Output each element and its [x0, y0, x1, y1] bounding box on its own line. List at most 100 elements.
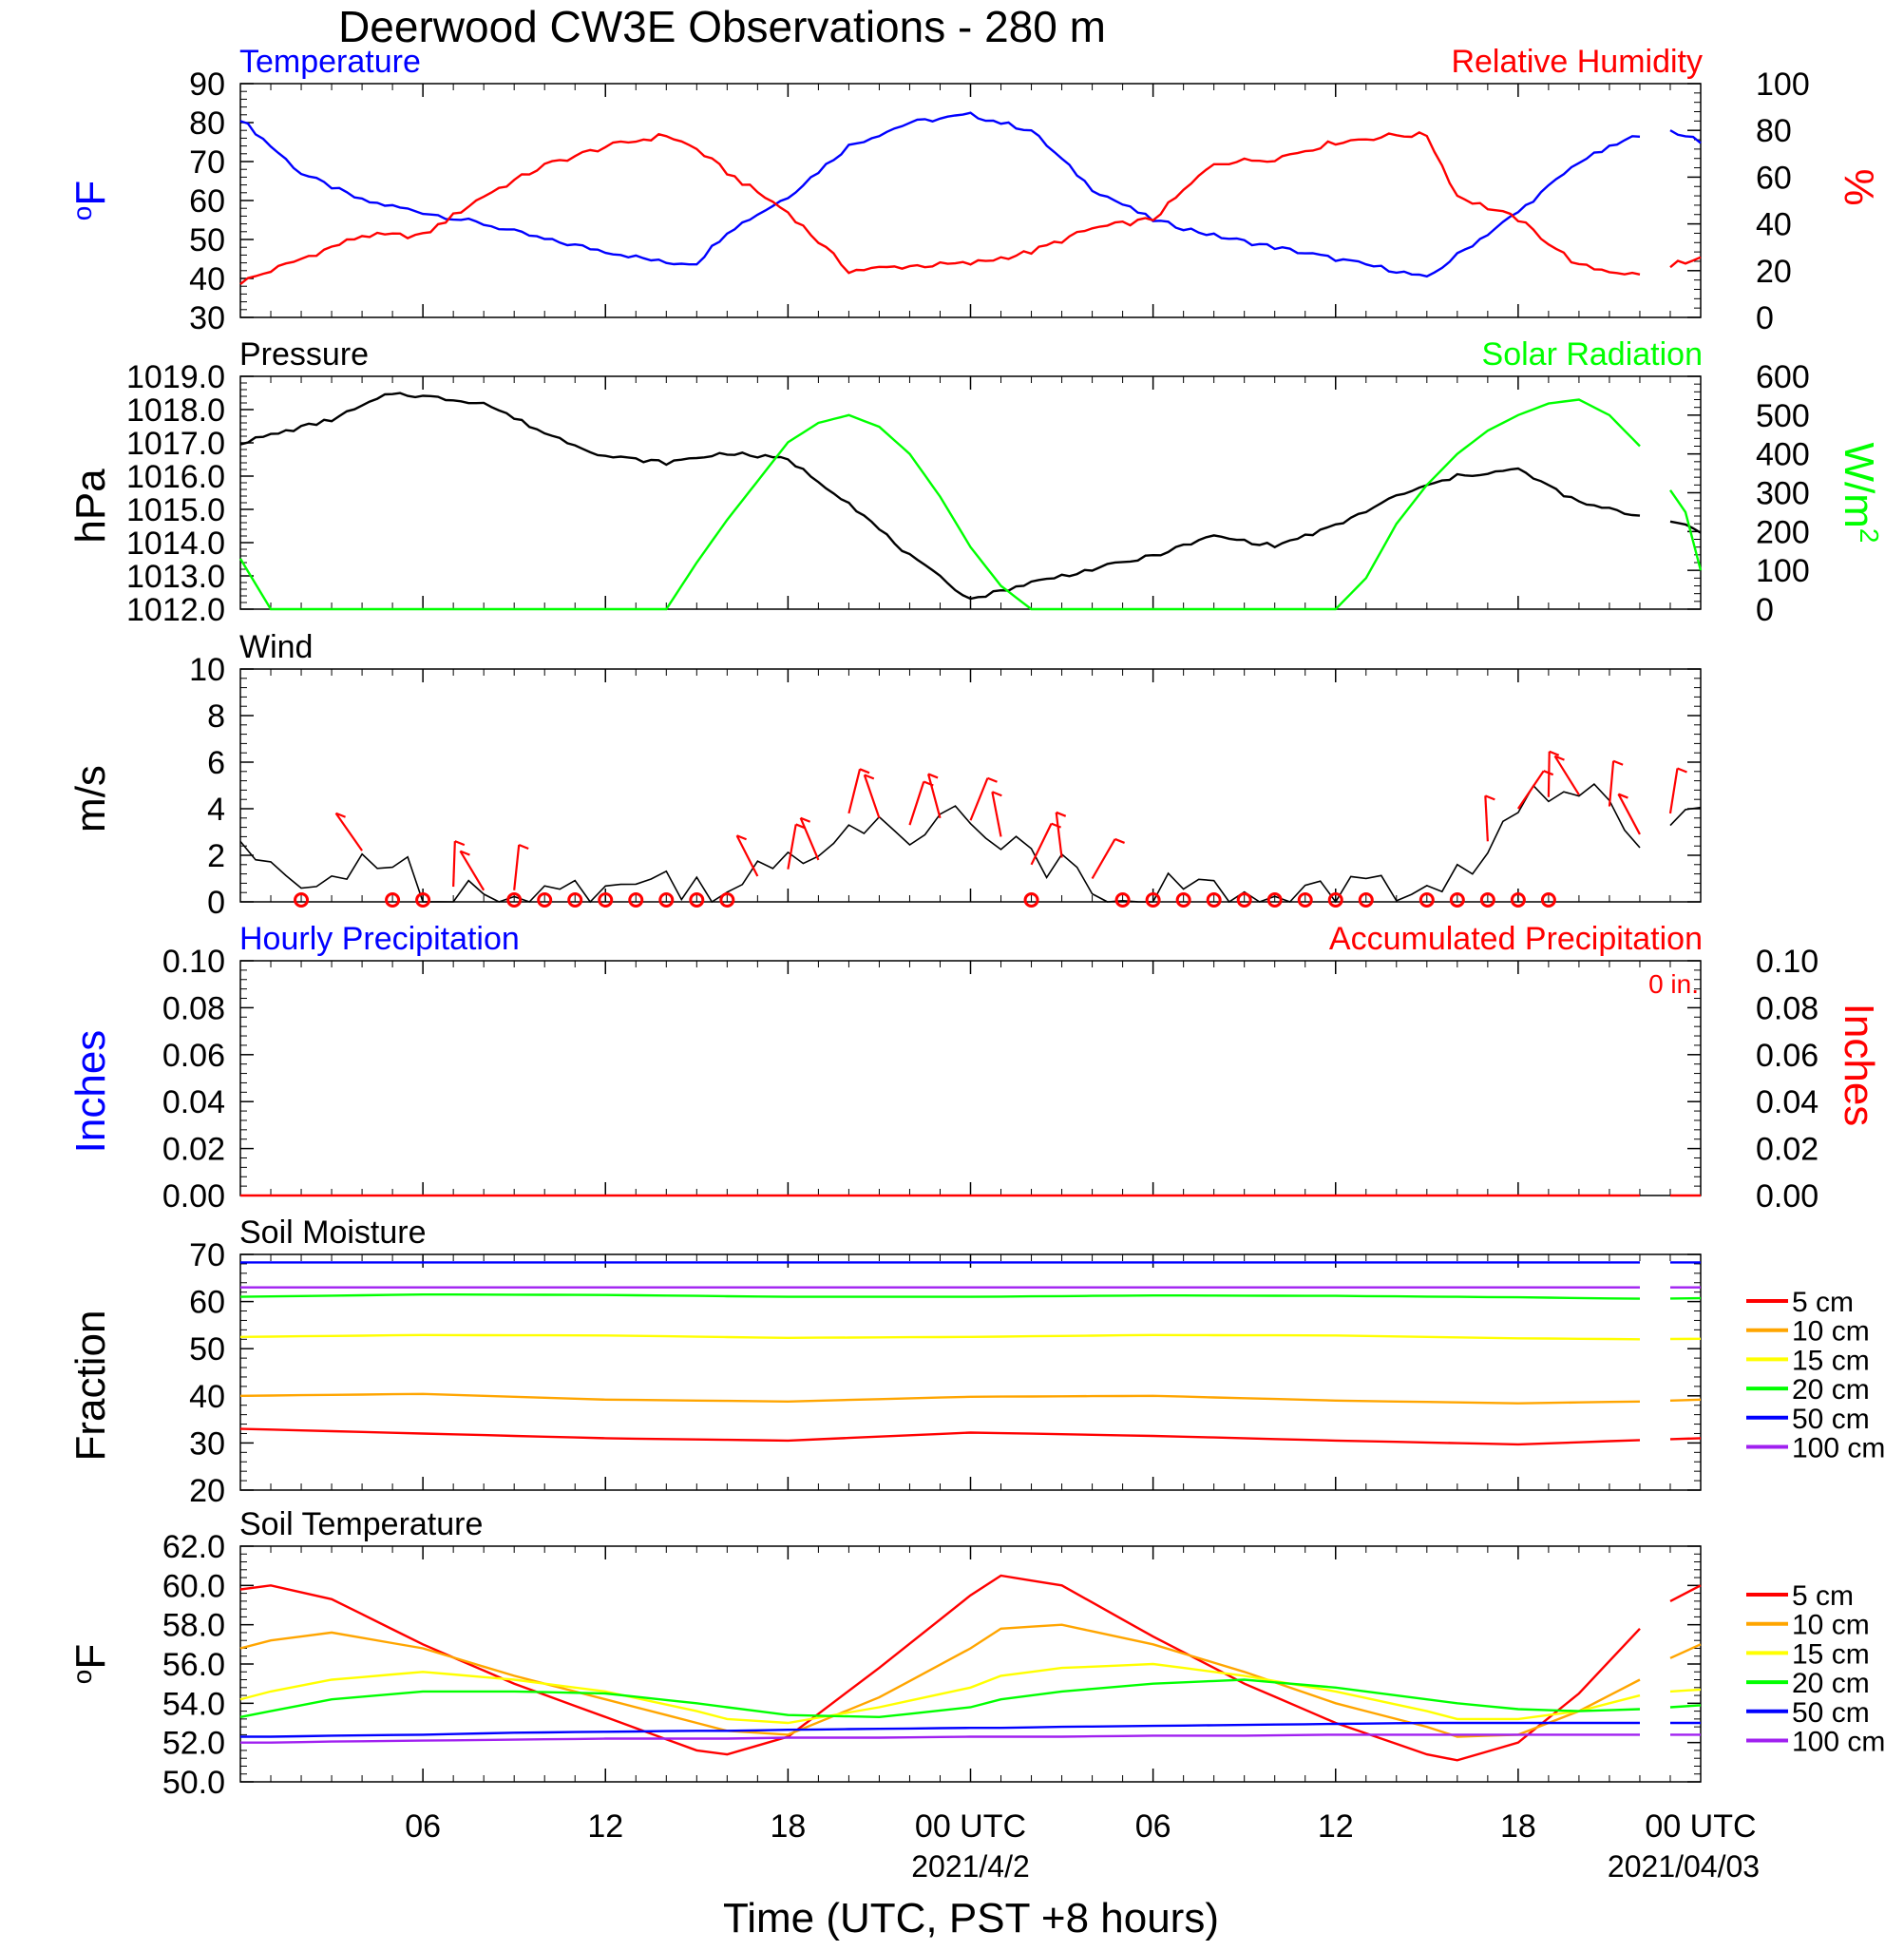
panel-pressure_solar: 1019.01018.01017.01016.01015.01014.01013… [67, 336, 1884, 628]
series-line-solar [238, 398, 1641, 611]
calm-wind-marker [1510, 892, 1526, 908]
series-line-d100 [240, 1733, 1640, 1744]
calm-wind-marker [628, 892, 644, 908]
calm-wind-marker [1175, 892, 1191, 908]
legend-label: 20 cm [1792, 1374, 1870, 1406]
right-tick-label: 0.02 [1756, 1132, 1818, 1168]
wind-barb [926, 774, 942, 819]
right-tick-label: 0 [1756, 300, 1774, 336]
left-tick-label: 1015.0 [126, 492, 225, 528]
panel-right-title: Accumulated Precipitation [1329, 921, 1703, 957]
wind-barb [1553, 756, 1580, 795]
wind-barb [335, 812, 346, 818]
figure-title: Deerwood CW3E Observations - 280 m [338, 2, 1106, 51]
left-tick-label: 6 [207, 745, 225, 781]
series-line-d20 [239, 1678, 1641, 1719]
right-axis-label: % [1836, 168, 1882, 205]
wind-barb [908, 781, 925, 826]
legend-label: 10 cm [1792, 1316, 1870, 1348]
accumulated-total: 0 in. [1648, 969, 1699, 999]
right-tick-label: 500 [1756, 398, 1810, 434]
x-tick-label: 06 [1135, 1808, 1171, 1845]
x-tick-label: 18 [770, 1808, 806, 1845]
left-tick-label: 62.0 [162, 1529, 225, 1565]
wind-barb [991, 792, 1002, 837]
left-tick-label: 1012.0 [126, 592, 225, 628]
wind-barb [1114, 837, 1125, 844]
wind-barb [1549, 750, 1560, 756]
wind-barb [1612, 759, 1624, 766]
left-tick-label: 1019.0 [126, 359, 225, 395]
wind-barb [459, 851, 486, 891]
left-tick-label: 50 [189, 1331, 225, 1368]
left-tick-label: 30 [189, 1425, 225, 1462]
x-tick-label: 00 UTC [1645, 1808, 1756, 1845]
x-tick-label: 18 [1500, 1808, 1536, 1845]
left-axis-label: Fraction [67, 1310, 114, 1462]
right-axis-label: W/m2 [1836, 443, 1884, 544]
wind-barb [736, 834, 747, 841]
left-axis-label: m/s [67, 765, 114, 832]
wind-barb [1677, 767, 1687, 774]
left-tick-label: 0.10 [162, 944, 225, 980]
wind-barb [735, 834, 759, 877]
series-line-d15 [239, 1333, 1641, 1341]
panel-soil_moisture: 70 60 50 40 30 20 Soil Moisture Fraction 5 cm10 … [67, 1215, 1885, 1509]
series-line-pressure [239, 392, 1641, 601]
wind-barb [1484, 795, 1489, 842]
wind-barb [1091, 838, 1116, 880]
series-line-d50 [240, 1721, 1640, 1738]
wind-barb [1618, 793, 1628, 799]
calm-wind-marker [385, 892, 401, 908]
panel-left-title: Pressure [239, 336, 369, 373]
calm-wind-marker [506, 892, 523, 908]
series-line-d5 [239, 1574, 1641, 1762]
right-axis-label: Inches [1836, 1004, 1882, 1127]
right-tick-label: 40 [1756, 207, 1792, 243]
wind-barb [927, 773, 939, 779]
left-tick-label: 40 [189, 261, 225, 297]
calm-wind-marker [1236, 892, 1252, 908]
series-line-d5 [239, 1427, 1641, 1446]
x-tick-label: 06 [405, 1808, 441, 1845]
wind-barb [863, 775, 881, 819]
left-tick-label: 80 [189, 105, 225, 142]
wind-barb [1554, 755, 1565, 761]
calm-wind-marker [1327, 892, 1343, 908]
calm-wind-marker [689, 892, 705, 908]
legend-label: 100 cm [1792, 1433, 1885, 1464]
calm-wind-marker [1479, 892, 1495, 908]
left-tick-label: 20 [189, 1473, 225, 1509]
series-line-d10 [239, 1392, 1641, 1405]
right-tick-label: 0 [1756, 592, 1774, 628]
left-axis-label: oF [67, 1644, 114, 1684]
series-line-solar [1669, 489, 1703, 571]
left-tick-label: 60.0 [162, 1568, 225, 1604]
series-line-temperature [239, 111, 1641, 278]
legend-label: 5 cm [1792, 1580, 1854, 1612]
calm-wind-marker [1145, 892, 1161, 908]
wind-barb [460, 850, 470, 856]
panel-left-title: Hourly Precipitation [239, 921, 520, 957]
calm-wind-marker [294, 892, 310, 908]
series-line-d5 [1669, 1437, 1702, 1441]
series-line-d15 [1669, 1688, 1702, 1693]
wind-barb [969, 777, 989, 821]
legend-label: 20 cm [1792, 1668, 1870, 1699]
wind-barb [1051, 822, 1061, 829]
wind-barb [799, 817, 820, 861]
wind-barb [1608, 760, 1615, 807]
panel-precip: 0.10 0.08 0.06 0.04 0.02 0.00 0.10 0.08 0.06 0.04… [67, 921, 1882, 1215]
legend-label: 50 cm [1792, 1697, 1870, 1729]
calm-wind-marker [567, 892, 583, 908]
left-tick-label: 0.06 [162, 1038, 225, 1074]
wind-barb [1056, 811, 1067, 817]
legend-label: 15 cm [1792, 1638, 1870, 1670]
panel-left-title: Soil Temperature [239, 1506, 483, 1542]
legend-label: 10 cm [1792, 1610, 1870, 1641]
x-tick-label: 00 UTC [915, 1808, 1026, 1845]
left-tick-label: 70 [189, 144, 225, 181]
